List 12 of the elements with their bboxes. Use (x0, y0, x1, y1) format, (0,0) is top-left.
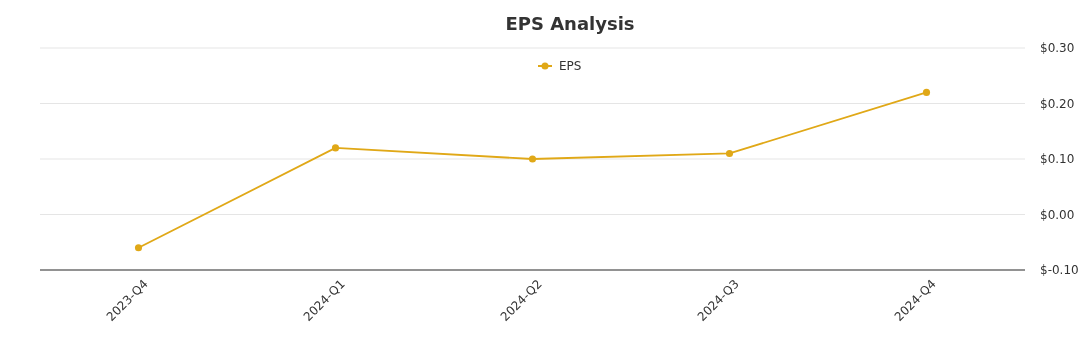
point (331, 144, 340, 152)
y-tick-label: $0.10 (1040, 152, 1075, 167)
y-tick-label: $0.20 (1040, 96, 1075, 111)
point (134, 244, 143, 252)
legend-label: EPS (559, 59, 582, 74)
point (528, 155, 537, 163)
y-tick-label: $-0.10 (1040, 263, 1079, 278)
y-tick-label: $0.30 (1040, 41, 1075, 56)
point (922, 88, 931, 96)
y-tick-label: $0.00 (1040, 207, 1075, 222)
chart-title: EPS Analysis (505, 13, 635, 34)
point (725, 149, 734, 158)
